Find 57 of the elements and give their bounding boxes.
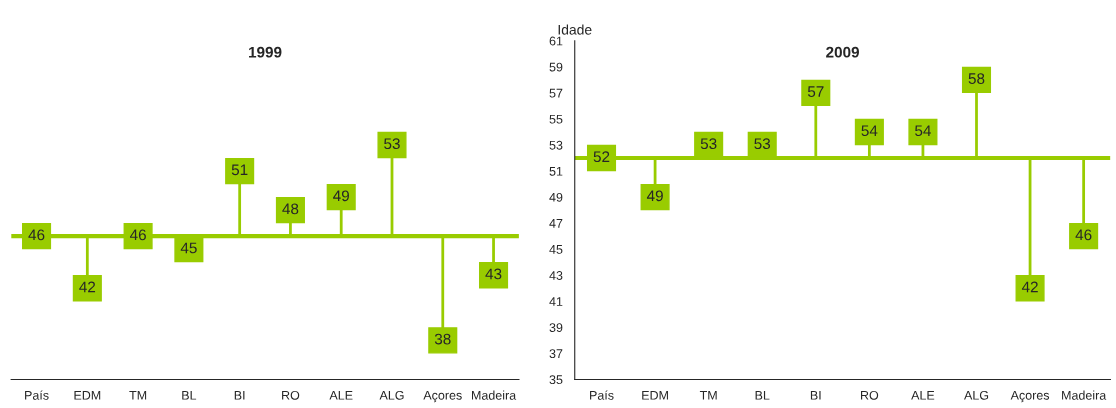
y-tick-label: 59 (549, 62, 563, 72)
data-label: 53 (384, 138, 400, 150)
x-tick-label: Madeira (1062, 390, 1107, 400)
x-tick-label: EDM (74, 391, 101, 400)
data-label: 53 (754, 138, 771, 150)
x-tick-label: ALE (329, 391, 353, 400)
x-tick-label: TM (699, 391, 717, 400)
x-tick-label: Açores (1010, 390, 1050, 403)
y-tick-label: 37 (549, 349, 563, 359)
x-tick-label: Açores (423, 390, 462, 403)
y-tick-label: 61 (549, 36, 563, 46)
y-axis-title: Idade (558, 24, 592, 35)
y-tick-label: 57 (549, 88, 563, 98)
x-tick-label: Madeira (472, 390, 517, 400)
x-tick-label: País (25, 390, 49, 400)
data-label: 58 (968, 73, 985, 84)
x-tick-label: TM (129, 391, 147, 400)
data-label: 49 (646, 190, 663, 202)
data-label: 45 (180, 242, 197, 254)
y-tick-label: 51 (549, 166, 563, 176)
y-tick-label: 45 (549, 245, 563, 254)
x-tick-label: BL (755, 391, 770, 400)
data-label: 42 (1021, 281, 1038, 293)
data-label: 38 (434, 333, 451, 345)
y-tick-label: 43 (549, 271, 563, 280)
x-tick-label: ALG (964, 390, 989, 400)
data-label: 48 (282, 203, 299, 215)
data-label: 57 (807, 86, 824, 97)
y-tick-label: 35 (549, 375, 563, 385)
chart-title: 2009 (826, 46, 860, 58)
data-label: 51 (231, 164, 248, 176)
data-label: 53 (700, 138, 717, 150)
data-label: 49 (333, 190, 349, 202)
data-label: 46 (28, 229, 45, 241)
chart-title: 1999 (249, 46, 282, 58)
data-label: 52 (593, 151, 610, 163)
data-label: 54 (915, 125, 931, 137)
x-tick-label: ALG (379, 390, 404, 400)
data-label: 43 (485, 268, 502, 280)
data-label: 46 (129, 229, 146, 241)
x-tick-label: País (590, 390, 614, 400)
data-label: 42 (79, 281, 96, 293)
data-label: 46 (1075, 229, 1092, 241)
data-label: 54 (861, 125, 878, 137)
y-tick-label: 49 (549, 192, 563, 202)
x-tick-label: BI (234, 391, 245, 400)
x-tick-label: BL (182, 391, 197, 400)
x-tick-label: RO (861, 390, 879, 400)
y-tick-label: 47 (549, 219, 563, 228)
x-tick-label: RO (282, 390, 300, 400)
x-tick-label: EDM (642, 391, 668, 400)
x-tick-label: BI (810, 391, 821, 400)
y-tick-label: 39 (549, 323, 563, 332)
y-tick-label: 41 (549, 297, 563, 306)
y-tick-label: 55 (549, 114, 563, 124)
y-tick-label: 53 (549, 140, 563, 150)
x-tick-label: ALE (911, 391, 935, 400)
